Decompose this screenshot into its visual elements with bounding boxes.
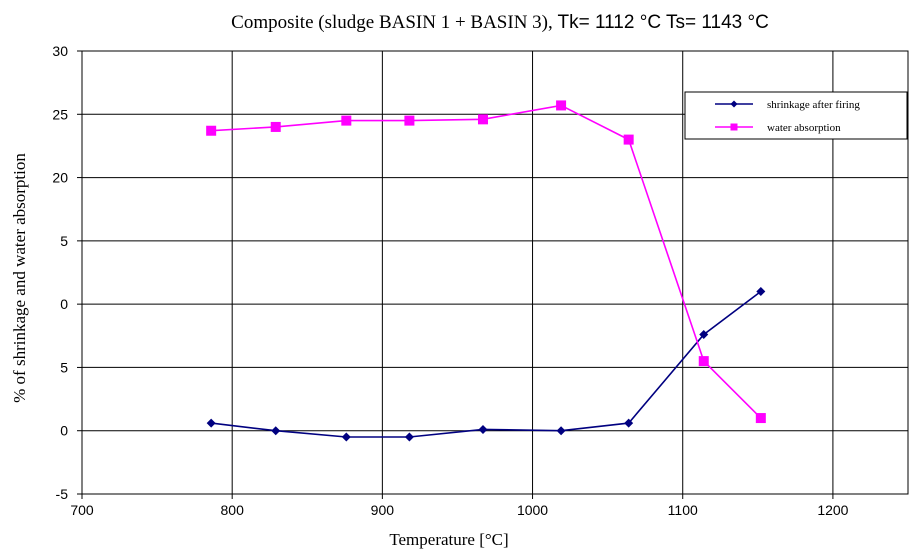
legend-box	[684, 91, 908, 140]
y-tick-label: 25	[52, 106, 68, 122]
chart-title-part2: Tk= 1112 °C Ts= 1143 °C	[558, 12, 769, 33]
y-tick-label: 5	[60, 233, 68, 249]
data-point	[271, 426, 281, 436]
y-tick-label: 20	[52, 170, 68, 186]
data-point	[404, 432, 414, 442]
data-point	[698, 356, 709, 367]
data-point	[699, 330, 709, 340]
x-tick-label: 1000	[517, 502, 548, 518]
chart-title: Composite (sludge BASIN 1 + BASIN 3), Tk…	[231, 12, 769, 33]
legend-label-shrinkage: shrinkage after firing	[767, 99, 860, 111]
legend: shrinkage after firing water absorption	[684, 91, 908, 140]
data-point	[556, 426, 566, 436]
data-point	[270, 121, 281, 132]
x-tick-label: 1200	[817, 502, 848, 518]
x-tick-label: 1100	[668, 502, 698, 518]
series-shrinkage	[206, 286, 766, 442]
plot-frame	[81, 50, 909, 495]
series-water-absorption	[206, 100, 766, 424]
data-point	[756, 286, 766, 296]
axis-ticks: 700 800 900 1000 1100 1200 -5 0 5 0 5 20 25 30	[52, 43, 848, 518]
x-tick-label: 800	[221, 502, 245, 518]
data-point	[478, 424, 488, 434]
x-tick-label: 900	[371, 502, 395, 518]
data-point	[623, 134, 634, 145]
data-point	[404, 115, 415, 126]
legend-marker-shrinkage	[730, 100, 738, 108]
legend-label-water: water absorption	[767, 122, 841, 134]
data-point	[624, 418, 634, 428]
series-layer	[206, 100, 766, 442]
data-point	[206, 125, 217, 136]
y-tick-label: -5	[56, 486, 69, 502]
data-point	[556, 100, 567, 111]
y-axis-label: % of shrinkage and water absorption	[10, 153, 29, 403]
legend-marker-water	[730, 123, 738, 131]
y-tick-label: 0	[60, 423, 68, 439]
y-tick-label: 5	[60, 359, 68, 375]
y-tick-label: 30	[52, 43, 68, 59]
data-point	[341, 115, 352, 126]
data-point	[341, 432, 351, 442]
data-point	[755, 413, 766, 424]
y-tick-label: 0	[60, 296, 68, 312]
data-point	[477, 114, 488, 125]
x-tick-label: 700	[70, 502, 94, 518]
x-axis-label: Temperature [°C]	[389, 530, 508, 549]
chart-title-part1: Composite (sludge BASIN 1 + BASIN 3),	[231, 12, 557, 33]
data-point	[206, 418, 216, 428]
